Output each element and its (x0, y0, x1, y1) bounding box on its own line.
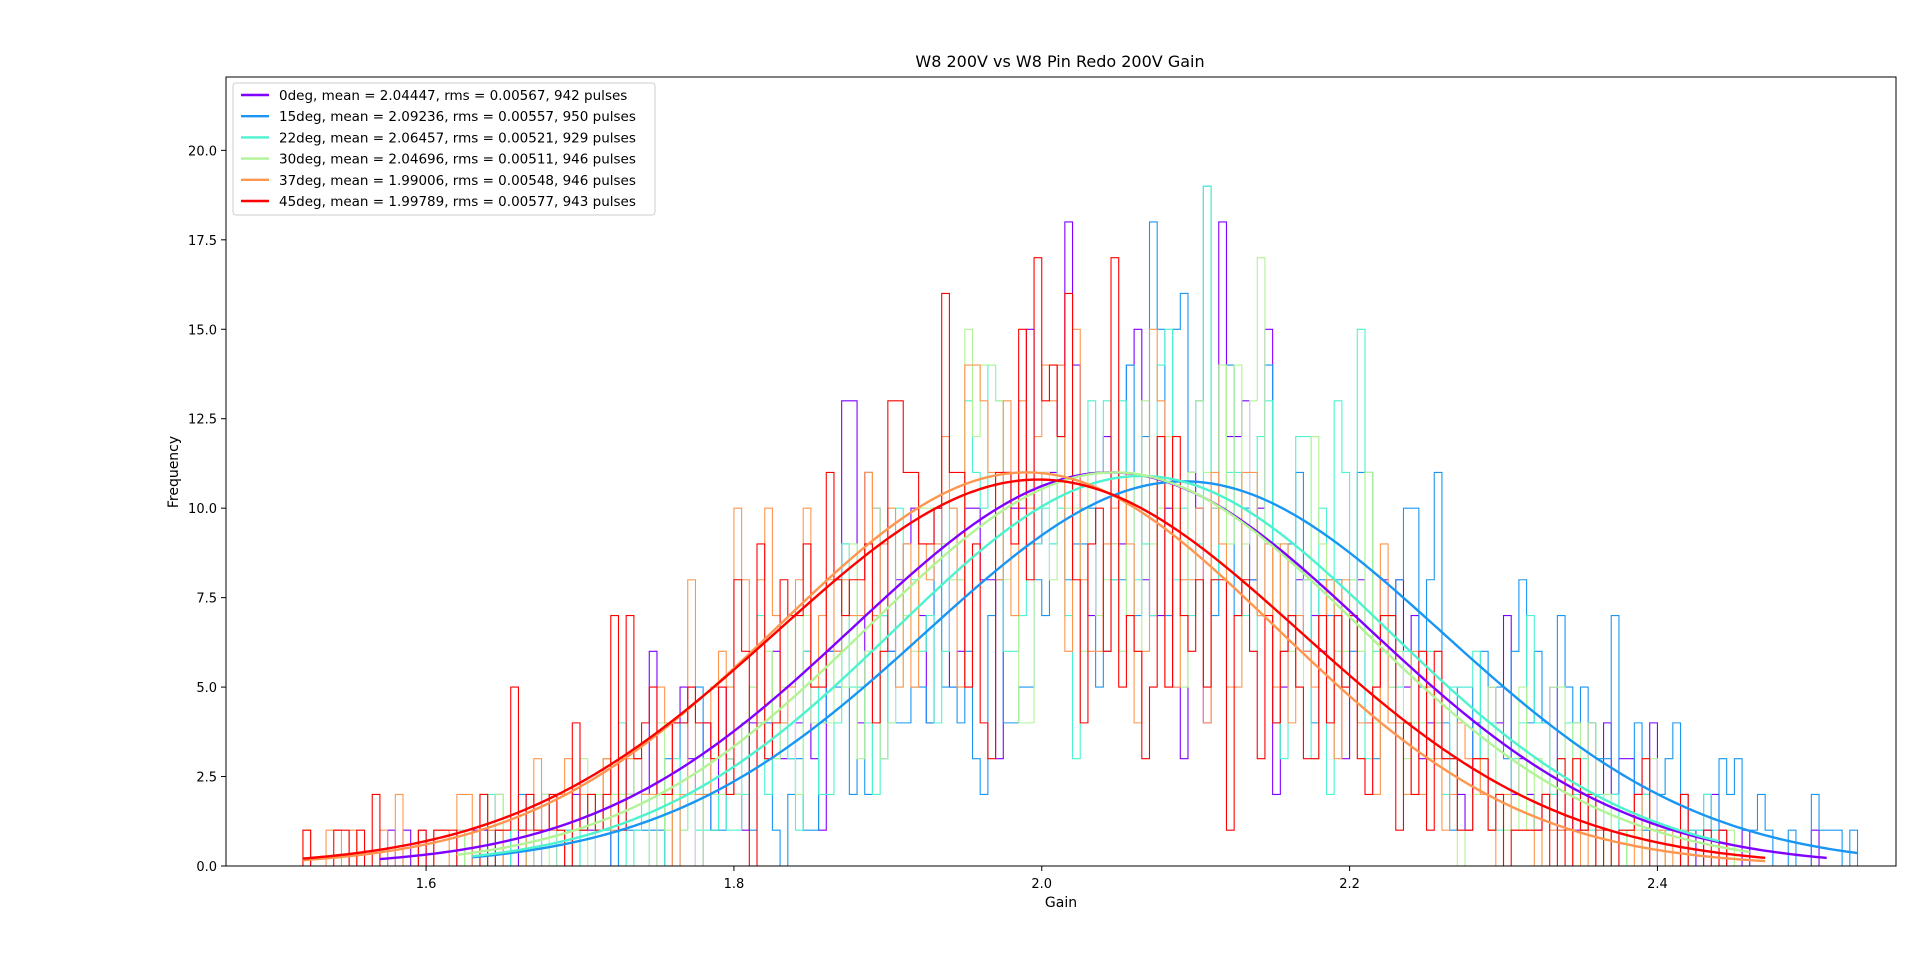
legend: 0deg, mean = 2.04447, rms = 0.00567, 942… (232, 82, 656, 216)
y-tick-label-9: 20.0 (188, 144, 217, 159)
x-tick-label-3: 2.0 (1031, 877, 1052, 892)
legend-label-4: 30deg, mean = 2.04696, rms = 0.00511, 94… (279, 152, 636, 168)
fit-curve-3 (472, 474, 1720, 858)
y-tick-label-7: 15.0 (188, 323, 217, 338)
x-axis-label: Gain (1045, 895, 1077, 911)
y-tick-label-1: 0.0 (196, 860, 217, 875)
y-tick-label-4: 7.5 (196, 592, 217, 607)
legend-frame (232, 82, 656, 216)
fit-curve-5 (302, 471, 1766, 863)
x-tick-label-4: 2.2 (1339, 877, 1360, 892)
x-tick-label-2: 1.8 (724, 877, 745, 892)
legend-label-5: 37deg, mean = 1.99006, rms = 0.00548, 94… (279, 173, 636, 189)
x-tick-label-1: 1.6 (416, 877, 437, 892)
x-axis: 1.6 1.8 2.0 2.2 2.4 (416, 866, 1668, 892)
legend-label-1: 0deg, mean = 2.04447, rms = 0.00567, 942… (279, 88, 627, 104)
y-tick-label-8: 17.5 (188, 234, 217, 249)
legend-label-6: 45deg, mean = 1.99789, rms = 0.00577, 94… (279, 194, 636, 210)
y-axis-label: Frequency (166, 436, 182, 508)
chart-title: W8 200V vs W8 Pin Redo 200V Gain (915, 52, 1204, 71)
y-axis: 0.0 2.5 5.0 7.5 10.0 12.5 15.0 17.5 20.0 (188, 144, 226, 875)
axes-frame (225, 76, 1897, 867)
fit-curve-layer (302, 471, 1858, 863)
fit-curve-6 (302, 478, 1766, 860)
y-tick-label-2: 2.5 (196, 771, 217, 786)
y-tick-label-3: 5.0 (196, 681, 217, 696)
plot-area (302, 185, 1859, 867)
legend-label-2: 15deg, mean = 2.09236, rms = 0.00557, 95… (279, 109, 636, 125)
x-tick-label-5: 2.4 (1647, 877, 1668, 892)
y-tick-label-5: 10.0 (188, 502, 217, 517)
y-tick-label-6: 12.5 (188, 413, 217, 428)
legend-label-3: 22deg, mean = 2.06457, rms = 0.00521, 92… (279, 130, 636, 146)
fit-curve-2 (472, 480, 1858, 859)
fit-curve-4 (456, 471, 1750, 857)
